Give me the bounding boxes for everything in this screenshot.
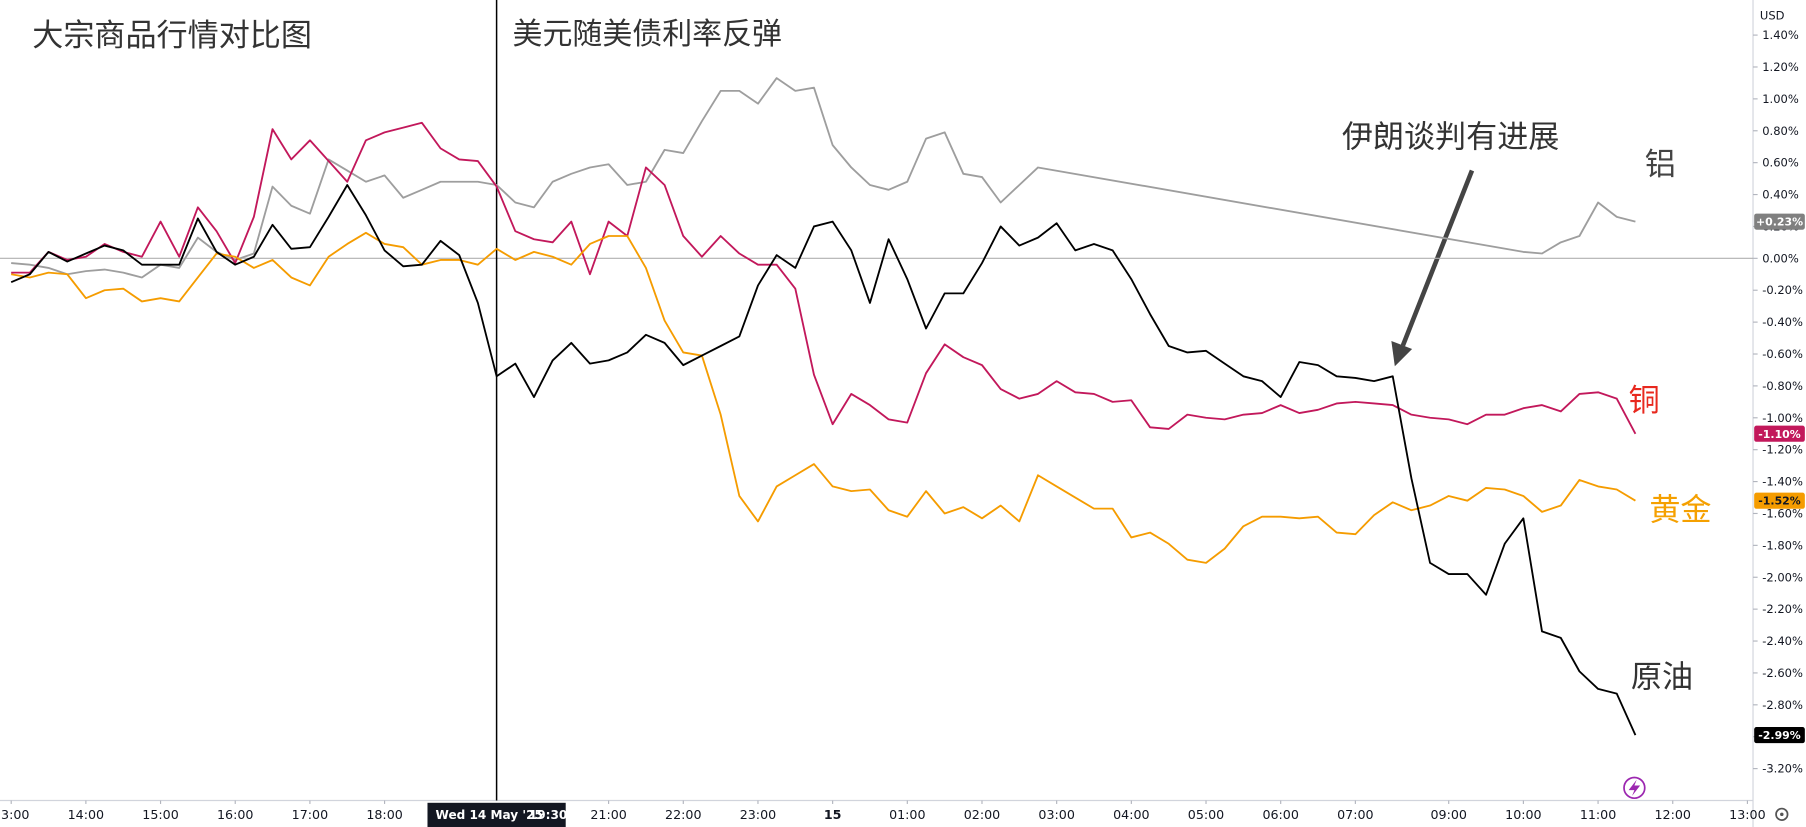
x-tick-label: 03:00 xyxy=(1038,807,1074,822)
x-tick-label: 21:00 xyxy=(590,807,626,822)
last-value-label: -1.52% xyxy=(1758,495,1801,508)
last-value-badge xyxy=(1754,727,1805,744)
y-tick-label: -2.60% xyxy=(1762,666,1803,680)
x-tick-label: 15:00 xyxy=(142,807,178,822)
y-tick-label: -1.40% xyxy=(1762,475,1803,489)
settings-icon[interactable] xyxy=(1775,807,1789,821)
y-tick-label: -0.20% xyxy=(1762,283,1803,297)
series-line xyxy=(11,121,1637,435)
y-tick-label: -2.00% xyxy=(1762,570,1803,584)
last-value-badge xyxy=(1754,425,1805,442)
series-line xyxy=(10,184,1637,736)
y-tick-label: -0.60% xyxy=(1762,347,1803,361)
currency[interactable]: USD xyxy=(1760,9,1785,23)
annotation: 伊朗谈判有进展 xyxy=(1342,119,1560,155)
y-tick-label: -2.20% xyxy=(1762,602,1803,616)
x-tick-label: 09:00 xyxy=(1430,807,1466,822)
y-tick-label: -1.80% xyxy=(1762,538,1803,552)
y-tick-label: -2.40% xyxy=(1762,634,1803,648)
x-tick-label: 10:00 xyxy=(1505,807,1541,822)
y-tick-label: 1.20% xyxy=(1762,60,1799,74)
y-tick-label: -0.80% xyxy=(1762,379,1803,393)
x-tick-label: 23:00 xyxy=(740,807,776,822)
x-tick-label: 04:00 xyxy=(1113,807,1149,822)
x-tick-label: 05:00 xyxy=(1188,807,1224,822)
last-value-badge xyxy=(1754,492,1805,509)
lightning-icon[interactable] xyxy=(1623,776,1646,800)
x-tick-label: 06:00 xyxy=(1262,807,1298,822)
series-line xyxy=(11,231,1636,564)
y-tick-label: 1.00% xyxy=(1762,92,1799,106)
last-value-badge xyxy=(1754,213,1805,230)
series-line xyxy=(11,77,1636,279)
y-tick-label: 0.60% xyxy=(1762,156,1799,170)
crosshair-date: Wed 14 May '25 xyxy=(436,808,543,822)
last-value-label: +0.23% xyxy=(1756,216,1803,229)
x-tick-label: 15 xyxy=(824,807,842,822)
series-name: 原油 xyxy=(1631,660,1693,696)
y-tick-label: -3.20% xyxy=(1762,762,1803,776)
chart-title: 大宗商品行情对比图 xyxy=(32,18,312,54)
y-tick-label: 1.40% xyxy=(1762,28,1799,42)
series-name: 铜 xyxy=(1629,383,1660,419)
series-name: 黄金 xyxy=(1649,493,1711,529)
last-value-label: -1.10% xyxy=(1758,428,1801,441)
x-tick-label: 13:00 xyxy=(0,807,29,822)
annotation: 美元随美债利率反弹 xyxy=(513,17,782,52)
y-tick-label: -1.00% xyxy=(1762,411,1803,425)
crosshair-label-bg xyxy=(427,802,566,827)
y-tick-label: 0.00% xyxy=(1762,251,1799,265)
x-tick-label: 01:00 xyxy=(889,807,925,822)
y-tick-label: 0.40% xyxy=(1762,188,1799,202)
x-tick-label: 14:00 xyxy=(68,807,104,822)
y-tick-label: -1.20% xyxy=(1762,443,1803,457)
x-tick-label: 02:00 xyxy=(964,807,1000,822)
x-tick-label: 18:00 xyxy=(366,807,402,822)
x-tick-label: 13:00 xyxy=(1729,807,1765,822)
y-tick-label: -0.40% xyxy=(1762,315,1803,329)
crosshair-time: 19:30 xyxy=(529,808,567,822)
y-tick-label: -1.60% xyxy=(1762,507,1803,521)
y-tick-label: -2.80% xyxy=(1762,698,1803,712)
x-tick-label: 07:00 xyxy=(1337,807,1373,822)
last-value-label: -2.99% xyxy=(1758,729,1801,742)
x-tick-label: 11:00 xyxy=(1580,807,1616,822)
x-tick-label: 12:00 xyxy=(1654,807,1690,822)
series-name: 铝 xyxy=(1645,147,1676,183)
x-tick-label: 22:00 xyxy=(665,807,701,822)
x-tick-label: 17:00 xyxy=(292,807,328,822)
y-tick-label: 0.80% xyxy=(1762,124,1799,138)
x-tick-label: 16:00 xyxy=(217,807,253,822)
